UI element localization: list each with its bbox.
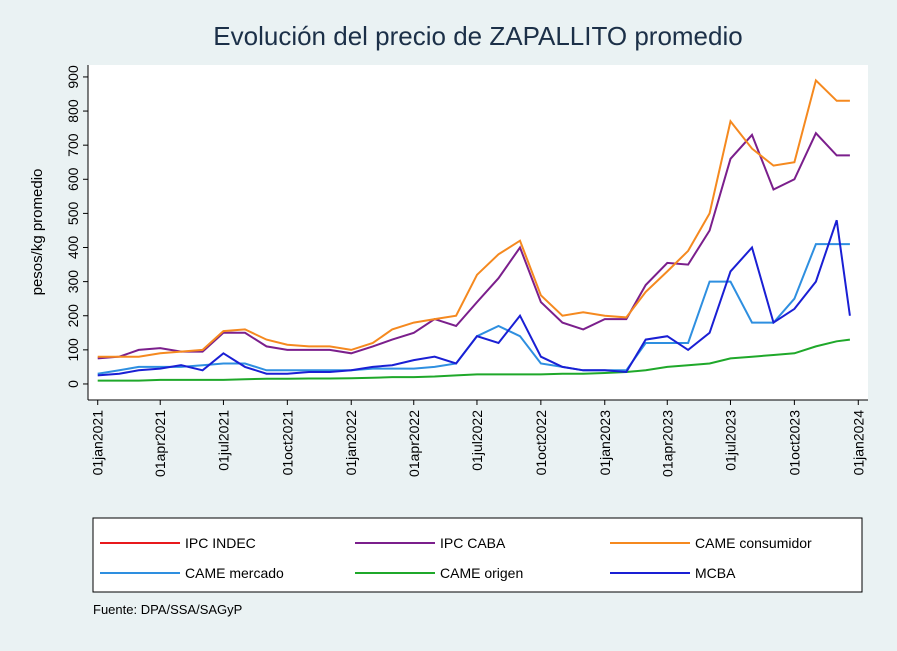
legend-label: MCBA: [695, 565, 736, 581]
y-tick-label: 100: [65, 338, 81, 362]
legend-label: IPC INDEC: [185, 535, 256, 551]
y-tick-label: 500: [65, 202, 81, 226]
x-tick-label: 01apr2023: [659, 410, 675, 477]
chart-title: Evolución del precio de ZAPALLITO promed…: [213, 21, 742, 51]
y-axis-title: pesos/kg promedio: [29, 169, 46, 296]
x-tick-label: 01oct2022: [533, 410, 549, 476]
plot-area: [88, 65, 868, 400]
y-tick-label: 900: [65, 65, 81, 89]
x-tick-label: 01jul2023: [722, 410, 738, 471]
x-tick-label: 01apr2021: [152, 410, 168, 477]
x-tick-label: 01jan2023: [597, 410, 613, 476]
x-tick-label: 01jul2021: [215, 410, 231, 471]
x-tick-label: 01apr2022: [406, 410, 422, 477]
series-line: [97, 131, 850, 360]
x-tick-label: 01jan2022: [343, 410, 359, 476]
legend-box: [92, 517, 863, 593]
series-line: [97, 78, 850, 358]
legend-label: CAME consumidor: [695, 535, 812, 551]
x-tick-label: 01oct2021: [279, 410, 295, 476]
y-tick-label: 400: [65, 236, 81, 260]
y-tick-label: 200: [65, 304, 81, 328]
legend-label: CAME mercado: [185, 565, 284, 581]
legend-label: CAME origen: [440, 565, 523, 581]
legend-label: IPC CABA: [440, 535, 506, 551]
x-tick-label: 01jan2021: [90, 410, 106, 476]
y-tick-label: 0: [65, 380, 81, 388]
series-line: [97, 338, 851, 382]
y-tick-label: 700: [65, 133, 81, 157]
y-tick-label: 300: [65, 270, 81, 294]
x-tick-label: 01oct2023: [786, 410, 802, 476]
x-tick-label: 01jan2024: [850, 410, 866, 476]
y-tick-label: 600: [65, 167, 81, 191]
y-tick-label: 800: [65, 99, 81, 123]
x-tick-label: 01jul2022: [469, 410, 485, 471]
source-note: Fuente: DPA/SSA/SAGyP: [93, 602, 242, 617]
series-line: [97, 219, 851, 377]
